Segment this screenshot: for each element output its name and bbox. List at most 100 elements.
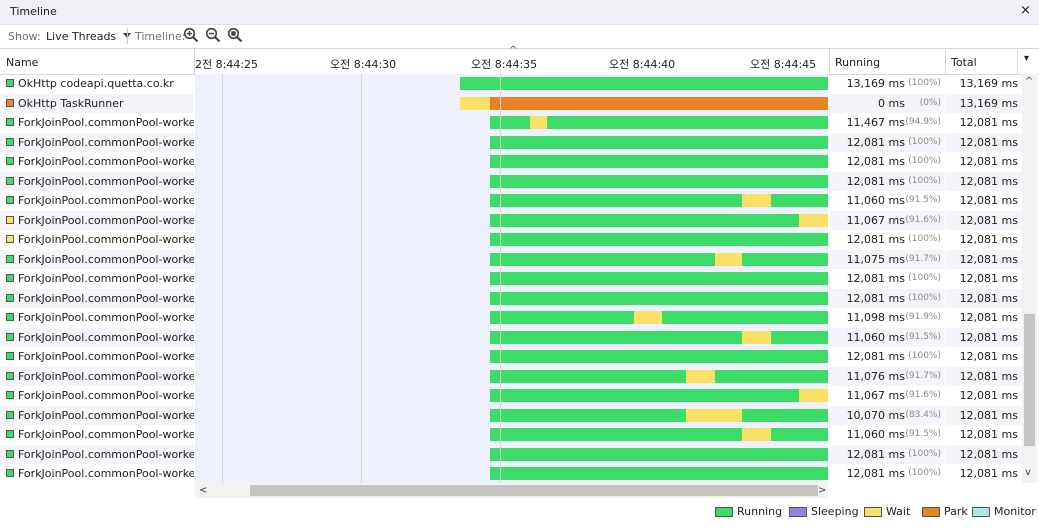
running-time: 11,067 ms [846,389,905,402]
running-percent: (91.9%) [905,312,941,322]
thread-state-icon [6,118,14,126]
thread-timeline [195,444,828,464]
total-cell: 13,169 ms [946,74,1022,94]
zoom-fit-icon[interactable] [227,27,243,43]
thread-row[interactable]: ForkJoinPool.commonPool-worker- 11,060 ms… [0,191,1022,211]
total-cell: 12,081 ms [946,269,1022,289]
total-time: 12,081 ms [959,369,1018,383]
running-column-header[interactable]: Running [835,56,881,69]
thread-name-cell: ForkJoinPool.commonPool-worker- [0,152,194,172]
total-cell: 12,081 ms [946,191,1022,211]
thread-row[interactable]: ForkJoinPool.commonPool-worker- 12,081 ms… [0,444,1022,464]
running-time: 12,081 ms [846,174,905,188]
thread-row[interactable]: ForkJoinPool.commonPool-worker- 11,067 ms… [0,210,1022,230]
running-percent: (91.6%) [905,214,941,225]
thread-name-cell: ForkJoinPool.commonPool-worker- [0,366,194,386]
running-cell: 12,081 ms (100%) [830,444,945,464]
name-column-header[interactable]: Name [6,56,39,69]
total-time: 12,081 ms [959,174,1018,188]
running-time: 11,075 ms [846,252,905,266]
running-cell: 11,098 ms (91.9%) [830,308,945,328]
thread-row[interactable]: ForkJoinPool.commonPool-worker- 12,081 ms… [0,464,1022,484]
scroll-down-icon[interactable]: v [1025,467,1031,478]
thread-row[interactable]: OkHttp codeapi.quetta.co.kr 13,169 ms (100… [0,74,1022,94]
timeline-marker-icon: ^ [509,45,518,56]
thread-state-segment [799,213,828,227]
thread-row[interactable]: ForkJoinPool.commonPool-worker- 12,081 ms… [0,132,1022,152]
thread-name: ForkJoinPool.commonPool-worker- [18,330,194,344]
running-cell: 12,081 ms (100%) [830,171,945,191]
thread-state-segment [489,330,743,344]
running-time: 12,081 ms [846,272,905,285]
running-percent: (91.5%) [905,429,941,439]
thread-timeline [195,308,828,328]
thread-state-segment [742,330,771,344]
thread-name: ForkJoinPool.commonPool-worker- [18,311,194,324]
thread-row[interactable]: ForkJoinPool.commonPool-worker- 11,467 ms… [0,113,1022,133]
thread-row[interactable]: ForkJoinPool.commonPool-worker- 11,076 ms… [0,366,1022,386]
close-icon[interactable]: × [1020,3,1031,18]
thread-name-cell: ForkJoinPool.commonPool-worker- [0,464,194,484]
scroll-left-icon[interactable]: < [199,485,208,496]
running-cell: 12,081 ms (100%) [830,288,945,308]
thread-state-segment [489,389,800,402]
thread-timeline [195,269,828,289]
thread-timeline [195,152,828,172]
thread-state-segment [489,467,828,480]
thread-timeline [195,386,828,406]
thread-row[interactable]: ForkJoinPool.commonPool-worker- 11,067 ms… [0,386,1022,406]
column-separator[interactable] [194,49,195,74]
thread-row[interactable]: ForkJoinPool.commonPool-worker- 11,098 ms… [0,308,1022,328]
legend-swatch [789,507,807,517]
running-percent: (100%) [908,273,941,283]
thread-row[interactable]: ForkJoinPool.commonPool-worker- 12,081 ms… [0,269,1022,289]
total-column-header[interactable]: Total [951,56,977,69]
column-menu-icon[interactable]: ▾ [1024,53,1030,64]
horizontal-scrollbar-thumb[interactable] [250,485,818,496]
show-filter-dropdown[interactable]: Live Threads [46,30,131,43]
thread-state-segment [489,174,828,188]
zoom-in-icon[interactable] [183,27,199,43]
thread-timeline [195,366,828,386]
running-time: 11,467 ms [846,116,905,129]
thread-row[interactable]: ForkJoinPool.commonPool-worker- 11,060 ms… [0,425,1022,445]
column-separator[interactable] [945,49,946,74]
thread-state-segment [529,116,548,129]
scroll-right-icon[interactable]: > [818,485,827,496]
thread-name: ForkJoinPool.commonPool-worker- [18,252,194,266]
thread-timeline [195,132,828,152]
thread-state-segment [742,252,828,266]
thread-row[interactable]: ForkJoinPool.commonPool-worker- 11,075 ms… [0,249,1022,269]
running-cell: 12,081 ms (100%) [830,152,945,172]
thread-row[interactable]: ForkJoinPool.commonPool-worker- 12,081 ms… [0,171,1022,191]
total-time: 12,081 ms [959,291,1018,305]
thread-row[interactable]: ForkJoinPool.commonPool-worker- 11,060 ms… [0,327,1022,347]
thread-row[interactable]: OkHttp TaskRunner 0 ms (0%) 13,169 ms [0,93,1022,113]
thread-row[interactable]: ForkJoinPool.commonPool-worker- 12,081 ms… [0,288,1022,308]
thread-state-segment [799,389,828,402]
thread-state-icon [6,176,14,185]
panel-title: Timeline [10,5,57,18]
thread-timeline [195,288,828,308]
legend-item-park: Park [922,505,968,521]
thread-row[interactable]: ForkJoinPool.commonPool-worker- 10,070 ms… [0,405,1022,425]
thread-state-segment [489,252,715,266]
thread-row[interactable]: ForkJoinPool.commonPool-worker- 12,081 ms… [0,347,1022,367]
legend-label: Park [944,505,968,518]
vertical-scrollbar-thumb[interactable] [1024,314,1035,446]
total-time: 12,081 ms [959,272,1018,285]
total-time: 12,081 ms [959,194,1018,207]
total-time: 12,081 ms [959,233,1018,246]
thread-row[interactable]: ForkJoinPool.commonPool-worker- 12,081 ms… [0,152,1022,172]
thread-timeline [195,74,828,94]
thread-state-segment [460,96,490,110]
thread-row[interactable]: ForkJoinPool.commonPool-worker- 12,081 ms… [0,230,1022,250]
column-separator[interactable] [829,49,830,74]
zoom-out-icon[interactable] [205,27,221,43]
scroll-up-icon[interactable]: ^ [1025,76,1034,87]
total-time: 12,081 ms [959,447,1018,461]
timeline-tick-label: 오전 8:44:45 [750,58,817,71]
legend-label: Running [737,505,783,518]
thread-timeline [195,93,828,113]
running-percent: (100%) [908,175,941,186]
